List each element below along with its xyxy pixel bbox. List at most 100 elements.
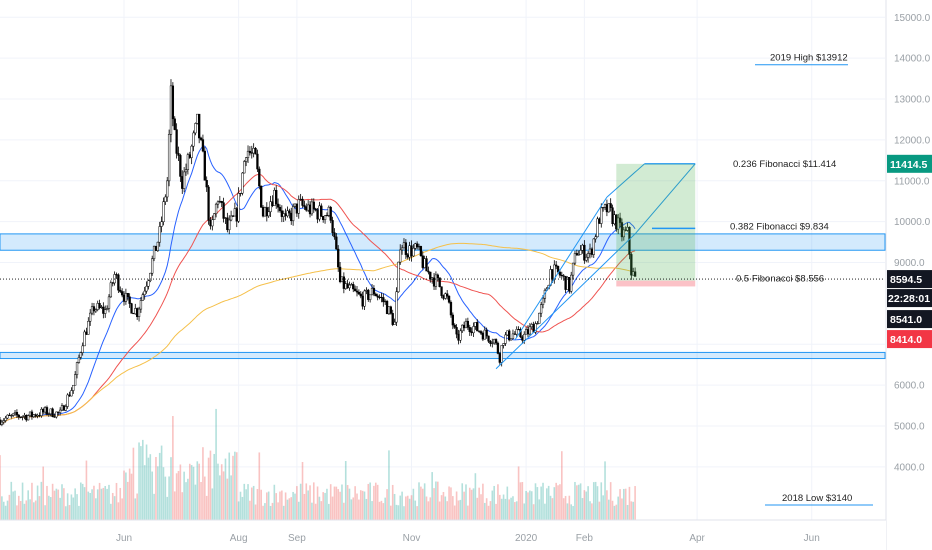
candle-body bbox=[451, 314, 454, 326]
volume-bar bbox=[348, 488, 351, 520]
volume-bar bbox=[525, 490, 527, 520]
volume-bar bbox=[500, 498, 503, 520]
volume-bar bbox=[220, 464, 223, 520]
volume-bar bbox=[258, 452, 261, 520]
time-tick-label: Apr bbox=[689, 533, 705, 544]
volume-bar bbox=[85, 460, 88, 520]
candle-body bbox=[164, 196, 167, 202]
candle-body bbox=[117, 274, 120, 291]
time-tick-label: Feb bbox=[576, 533, 594, 544]
volume-bar bbox=[365, 498, 368, 520]
candle-body bbox=[167, 134, 171, 182]
candle-body bbox=[175, 129, 178, 154]
candle-body bbox=[541, 297, 545, 305]
volume-bar bbox=[453, 505, 456, 520]
candle-body bbox=[421, 255, 424, 268]
volume-bar bbox=[211, 488, 214, 520]
volume-bar bbox=[230, 475, 232, 520]
candle-body bbox=[166, 180, 169, 198]
candle-body bbox=[558, 271, 562, 276]
volume-bar bbox=[572, 506, 574, 520]
volume-bar bbox=[256, 488, 259, 520]
moving-averages bbox=[0, 145, 636, 425]
candle-body bbox=[387, 306, 391, 315]
candle-body bbox=[402, 242, 406, 249]
volume-bar bbox=[485, 498, 488, 520]
candle-body bbox=[382, 297, 385, 303]
price-tick-label: 9000.0 bbox=[894, 258, 925, 269]
volume-bar bbox=[57, 489, 60, 520]
volume-bar bbox=[6, 500, 9, 520]
candle-body bbox=[389, 306, 392, 314]
volume-bar bbox=[61, 484, 63, 520]
candle-body bbox=[399, 249, 402, 263]
candle-body bbox=[291, 206, 295, 222]
low-2018-label: 2018 Low $3140 bbox=[782, 493, 852, 504]
candle-body bbox=[194, 123, 197, 134]
volume-bar bbox=[29, 499, 31, 520]
volume-bar bbox=[523, 503, 526, 520]
time-axis[interactable]: Jun Aug Sep Nov 2020 Feb Apr Jun bbox=[0, 519, 886, 550]
candle-body bbox=[233, 208, 237, 217]
candle-body bbox=[579, 250, 582, 255]
candle-body bbox=[479, 331, 483, 334]
candle-body bbox=[372, 288, 376, 295]
candle-body bbox=[128, 296, 131, 304]
volume-bar bbox=[190, 465, 193, 520]
volume-bar bbox=[149, 454, 152, 520]
candle-body bbox=[506, 330, 509, 336]
candle-body bbox=[581, 244, 584, 251]
volume-bar bbox=[510, 497, 512, 520]
volume-bar bbox=[476, 497, 479, 520]
volume-bar bbox=[628, 486, 631, 520]
candle-body bbox=[305, 206, 308, 211]
candle-body bbox=[419, 246, 423, 257]
candle-body bbox=[13, 411, 17, 415]
candle-body bbox=[2, 420, 5, 423]
volume-bar bbox=[34, 500, 37, 520]
volume-bar bbox=[581, 498, 584, 520]
volume-bars bbox=[0, 408, 636, 520]
volume-bar bbox=[27, 490, 29, 520]
volume-bar bbox=[290, 497, 293, 520]
volume-bar bbox=[508, 499, 511, 520]
candle-body bbox=[275, 190, 278, 205]
volume-bar bbox=[130, 473, 133, 520]
volume-bar bbox=[393, 493, 396, 520]
candle-body bbox=[622, 229, 625, 238]
volume-bar bbox=[157, 466, 159, 520]
volume-bar bbox=[557, 485, 559, 520]
candle-body bbox=[250, 152, 253, 154]
volume-bar bbox=[408, 498, 411, 520]
volume-bar bbox=[399, 495, 402, 520]
candle-body bbox=[182, 171, 186, 189]
candle-body bbox=[222, 202, 225, 219]
volume-bar bbox=[166, 496, 169, 520]
volume-bar bbox=[574, 481, 576, 520]
candle-body bbox=[184, 169, 188, 173]
candle-body bbox=[280, 210, 283, 217]
candle-body bbox=[361, 295, 364, 307]
candle-body bbox=[380, 296, 383, 299]
candle-body bbox=[107, 296, 111, 309]
candle-body bbox=[538, 312, 541, 324]
volume-bar bbox=[115, 482, 118, 520]
candle-body bbox=[226, 217, 229, 231]
volume-bar bbox=[42, 466, 45, 520]
candle-body bbox=[423, 258, 426, 268]
candle-body bbox=[205, 180, 208, 188]
candle-body bbox=[378, 296, 381, 298]
volume-bar bbox=[519, 482, 522, 520]
candle-body bbox=[325, 214, 329, 217]
volume-bar bbox=[68, 505, 71, 520]
candle-body bbox=[521, 336, 524, 341]
candle-body bbox=[132, 312, 135, 315]
candle-body bbox=[427, 270, 430, 273]
volume-bar bbox=[470, 489, 473, 520]
volume-bar bbox=[76, 494, 78, 520]
candle-body bbox=[21, 416, 24, 418]
candle-body bbox=[284, 213, 287, 217]
candle-body bbox=[607, 203, 610, 213]
volume-bar bbox=[420, 486, 422, 520]
